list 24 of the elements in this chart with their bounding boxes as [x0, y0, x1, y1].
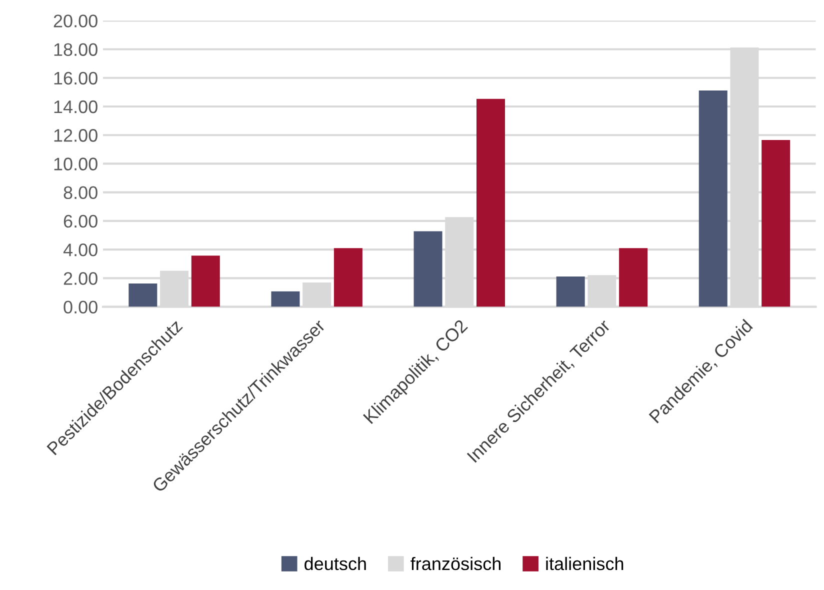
- y-tick-label: 20.00: [54, 14, 98, 28]
- y-tick-label: 8.00: [64, 186, 98, 200]
- legend-label: deutsch: [304, 556, 366, 570]
- y-tick-label: 2.00: [64, 272, 98, 285]
- bar: [334, 248, 362, 307]
- bar: [619, 248, 648, 307]
- bar: [414, 231, 442, 307]
- y-tick-label: 0.00: [64, 300, 98, 314]
- bar: [698, 90, 728, 307]
- y-tick-label: 10.00: [54, 158, 98, 170]
- bar: [476, 98, 505, 307]
- bar: [762, 140, 790, 307]
- y-tick-label: 4.00: [63, 244, 98, 256]
- y-tick-label: 16.00: [54, 72, 98, 85]
- y-tick-label: 12.00: [54, 129, 98, 142]
- bar: [191, 256, 220, 307]
- y-tick-label: 6.00: [64, 214, 98, 228]
- y-tick-label: 18.00: [54, 43, 98, 56]
- y-tick-label: 14.00: [54, 100, 98, 114]
- bar: [556, 276, 585, 307]
- legend-label: italienisch: [546, 556, 624, 570]
- bar: [128, 283, 158, 307]
- legend-label: französisch: [410, 556, 500, 570]
- bar: [271, 291, 300, 307]
